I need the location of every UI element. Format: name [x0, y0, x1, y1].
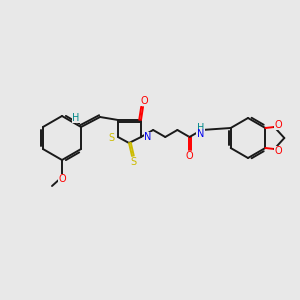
Text: S: S	[108, 133, 114, 143]
Text: O: O	[58, 175, 66, 184]
Text: H: H	[72, 113, 80, 123]
Text: O: O	[186, 151, 193, 161]
Text: N: N	[197, 129, 204, 139]
Text: O: O	[274, 120, 282, 130]
Text: O: O	[140, 96, 148, 106]
Text: S: S	[130, 157, 136, 167]
Text: O: O	[274, 146, 282, 156]
Text: N: N	[144, 132, 152, 142]
Text: H: H	[197, 123, 204, 133]
